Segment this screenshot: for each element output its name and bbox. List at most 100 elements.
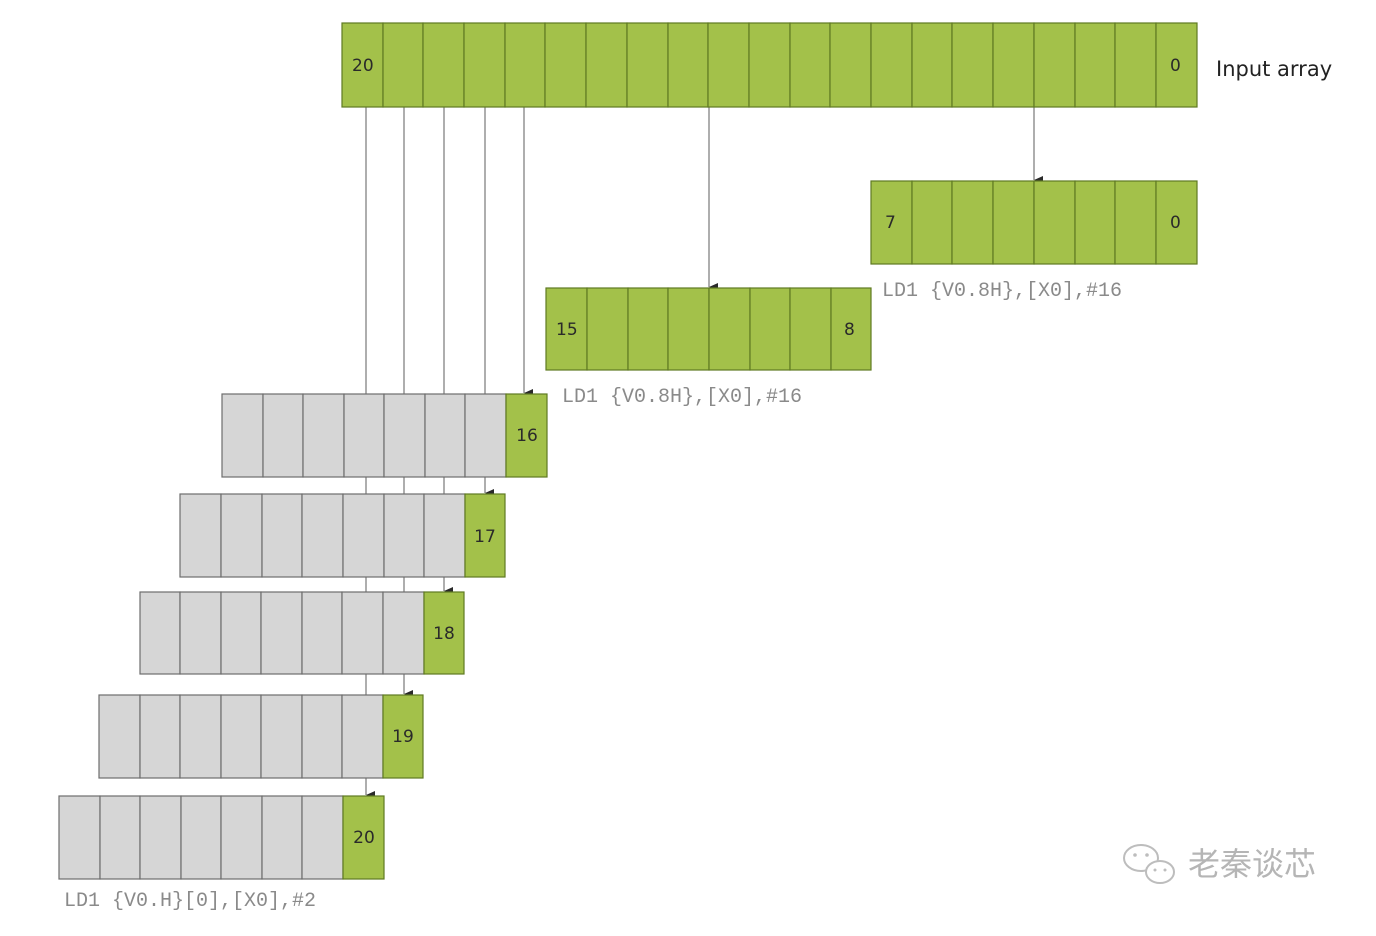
input-cell bbox=[504, 22, 546, 108]
lane-register-16: 16 bbox=[221, 393, 548, 478]
instruction-label: LD1 {V0.8H},[X0],#16 bbox=[882, 280, 1122, 303]
block-last-index: 0 bbox=[1170, 213, 1181, 233]
block-cell bbox=[667, 287, 710, 371]
input-last-index: 0 bbox=[1170, 56, 1181, 76]
register-cell bbox=[98, 694, 141, 779]
register-cell bbox=[261, 795, 303, 880]
block-cell bbox=[951, 180, 994, 265]
register-cell bbox=[301, 591, 343, 675]
input-first-index: 20 bbox=[352, 56, 374, 76]
input-cell bbox=[911, 22, 953, 108]
register-cell bbox=[179, 493, 222, 578]
block-cell bbox=[789, 287, 832, 371]
watermark-text: 老秦谈芯 bbox=[1188, 845, 1316, 883]
register-cell bbox=[179, 694, 222, 779]
block-cell bbox=[911, 180, 953, 265]
wechat-icon bbox=[1123, 844, 1175, 884]
register-cell bbox=[220, 591, 262, 675]
register-cell bbox=[382, 591, 425, 675]
input-cell bbox=[585, 22, 628, 108]
register-cell bbox=[341, 591, 384, 675]
block-cell bbox=[992, 180, 1035, 265]
input-cell bbox=[382, 22, 424, 108]
register-cell bbox=[302, 393, 345, 478]
register-cell bbox=[261, 493, 303, 578]
register-cell bbox=[180, 795, 222, 880]
register-cell bbox=[423, 493, 466, 578]
input-cell bbox=[992, 22, 1035, 108]
register-cell bbox=[220, 493, 263, 578]
input-array-label: Input array bbox=[1216, 57, 1332, 81]
register-cell bbox=[341, 694, 384, 779]
register-cell bbox=[220, 694, 262, 779]
block-cell bbox=[545, 287, 588, 371]
register-cell bbox=[260, 694, 303, 779]
lane-instruction-label: LD1 {V0.H}[0],[X0],#2 bbox=[64, 890, 316, 913]
register-cell bbox=[262, 393, 304, 478]
block-cell bbox=[1033, 180, 1076, 265]
register-cell bbox=[342, 493, 385, 578]
block-cell bbox=[1074, 180, 1116, 265]
lane-register-17: 17 bbox=[179, 493, 506, 578]
input-cell bbox=[707, 22, 750, 108]
register-cell bbox=[221, 393, 264, 478]
input-cell bbox=[1033, 22, 1076, 108]
register-cell bbox=[424, 393, 466, 478]
block-cell bbox=[749, 287, 791, 371]
register-cell bbox=[301, 795, 344, 880]
lane-value: 18 bbox=[433, 624, 455, 644]
block-cell bbox=[870, 180, 913, 265]
lane-register-20: 20 bbox=[58, 795, 385, 880]
loaded-lane-cell bbox=[505, 393, 548, 478]
register-cell bbox=[464, 393, 507, 478]
load-block-15-8: 15 8 bbox=[545, 287, 872, 371]
register-cell bbox=[383, 493, 425, 578]
block-cell bbox=[586, 287, 629, 371]
watermark: 老秦谈芯 bbox=[1123, 844, 1316, 884]
register-cell bbox=[58, 795, 101, 880]
block-cell bbox=[627, 287, 669, 371]
input-cell bbox=[422, 22, 465, 108]
block-cell bbox=[708, 287, 751, 371]
block-first-index: 15 bbox=[556, 320, 578, 340]
loaded-lane-cell bbox=[423, 591, 465, 675]
register-cell bbox=[383, 393, 426, 478]
instruction-label: LD1 {V0.8H},[X0],#16 bbox=[562, 386, 802, 409]
input-cell bbox=[1155, 22, 1198, 108]
lane-register-19: 19 bbox=[98, 694, 424, 779]
register-cell bbox=[139, 795, 182, 880]
lane-value: 20 bbox=[353, 828, 375, 848]
register-cell bbox=[179, 591, 222, 675]
input-cell bbox=[667, 22, 709, 108]
input-array: 20 0 bbox=[341, 22, 1198, 108]
block-first-index: 7 bbox=[885, 213, 896, 233]
input-cell bbox=[341, 22, 384, 108]
input-cell bbox=[463, 22, 506, 108]
block-cell bbox=[830, 287, 872, 371]
block-last-index: 8 bbox=[844, 320, 855, 340]
input-cell bbox=[748, 22, 791, 108]
register-cell bbox=[99, 795, 141, 880]
input-cell bbox=[544, 22, 587, 108]
loaded-lane-cell bbox=[464, 493, 506, 578]
input-cell bbox=[1074, 22, 1116, 108]
input-cell bbox=[870, 22, 913, 108]
lane-value: 17 bbox=[474, 527, 496, 547]
register-cell bbox=[301, 694, 343, 779]
block-cell bbox=[1114, 180, 1157, 265]
loaded-lane-cell bbox=[342, 795, 385, 880]
block-cell bbox=[1155, 180, 1198, 265]
register-cell bbox=[139, 694, 181, 779]
lane-register-18: 18 bbox=[139, 591, 465, 675]
load-block-7-0: 7 0 bbox=[870, 180, 1198, 265]
input-cell bbox=[1114, 22, 1157, 108]
register-cell bbox=[301, 493, 344, 578]
input-cell bbox=[626, 22, 669, 108]
input-cell bbox=[789, 22, 831, 108]
input-cell bbox=[829, 22, 872, 108]
input-cell bbox=[951, 22, 994, 108]
register-cell bbox=[139, 591, 181, 675]
loaded-lane-cell bbox=[382, 694, 424, 779]
register-cell bbox=[220, 795, 263, 880]
